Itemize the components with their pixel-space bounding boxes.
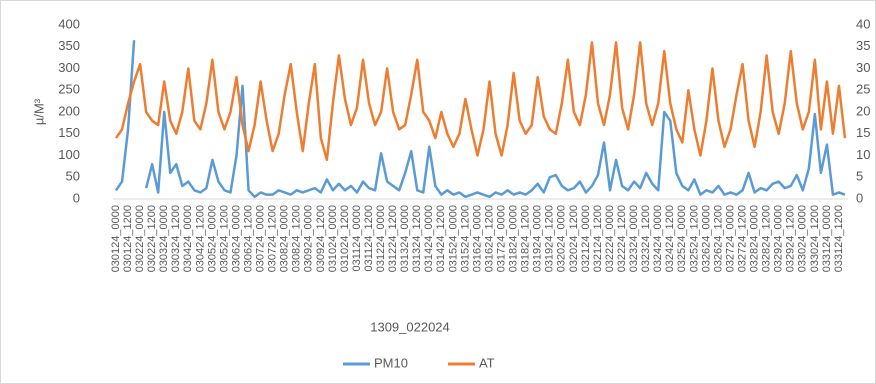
x-tick-label: 030224_1200 <box>146 205 158 272</box>
x-tick-label: 032924_0000 <box>773 205 785 272</box>
y2-tick-label: 0 <box>856 190 863 205</box>
x-tick-label: 032024_0000 <box>556 205 568 272</box>
x-tick-label: 030424_1200 <box>194 205 206 272</box>
x-tick-label: 031024_1200 <box>339 205 351 272</box>
x-tick-label: 031724_0000 <box>495 205 507 272</box>
x-tick-label: 030924_1200 <box>315 205 327 272</box>
x-tick-label: 032524_0000 <box>676 205 688 272</box>
x-tick-label: 031324_1200 <box>411 205 423 272</box>
x-tick-label: 030924_0000 <box>303 205 315 272</box>
x-tick-label: 030824_0000 <box>279 205 291 272</box>
x-tick-label: 030624_0000 <box>230 205 242 272</box>
x-tick-label: 032424_1200 <box>664 205 676 272</box>
x-tick-label: 032724_1200 <box>736 205 748 272</box>
y2-tick-label: 10 <box>856 147 870 162</box>
x-tick-label: 031324_0000 <box>399 205 411 272</box>
y2-tick-label: 5 <box>856 169 863 184</box>
x-tick-label: 031124_1200 <box>363 205 375 271</box>
x-tick-label: 030724_0000 <box>255 205 267 272</box>
x-tick-label: 030324_1200 <box>170 205 182 272</box>
x-tick-label: 032324_0000 <box>628 205 640 272</box>
x-tick-label: 033124_0000 <box>821 205 833 272</box>
x-tick-label: 031524_0000 <box>447 205 459 272</box>
x-tick-label: 033124_1200 <box>833 205 845 272</box>
x-tick-label: 032824_0000 <box>749 205 761 272</box>
y2-tick-label: 40 <box>856 16 870 31</box>
x-tick-label: 032024_1200 <box>568 205 580 272</box>
x-tick-label: 032124_1200 <box>592 205 604 272</box>
x-tick-label: 031024_0000 <box>327 205 339 272</box>
y-tick-label: 200 <box>58 103 80 118</box>
x-tick-label: 030124_0000 <box>110 205 122 272</box>
x-tick-label: 030324_0000 <box>158 205 170 272</box>
y-axis-title: µ/M³ <box>31 98 46 125</box>
series-line <box>114 40 846 199</box>
y-tick-label: 300 <box>58 60 80 75</box>
x-tick-label: 031424_1200 <box>435 205 447 272</box>
x-tick-label: 032624_0000 <box>700 205 712 272</box>
x-tick-label: 033024_0000 <box>797 205 809 272</box>
y2-tick-label: 35 <box>856 38 870 53</box>
x-tick-label: 032224_0000 <box>604 205 616 272</box>
x-tick-label: 032824_1200 <box>761 205 773 272</box>
x-tick-label: 032524_1200 <box>688 205 700 272</box>
x-tick-label: 031524_1200 <box>459 205 471 272</box>
y-tick-label: 0 <box>73 190 80 205</box>
x-tick-label: 031424_0000 <box>423 205 435 272</box>
legend-label: AT <box>479 355 495 370</box>
x-tick-label: 030524_0000 <box>206 205 218 272</box>
y-tick-label: 50 <box>66 169 80 184</box>
y-tick-label: 350 <box>58 38 80 53</box>
x-tick-label: 031924_0000 <box>532 205 544 272</box>
x-tick-label: 030724_1200 <box>267 205 279 272</box>
y-tick-label: 400 <box>58 16 80 31</box>
x-tick-label: 031124_0000 <box>351 205 363 271</box>
x-tick-label: 031824_0000 <box>508 205 520 272</box>
x-tick-label: 032724_0000 <box>724 205 736 272</box>
x-tick-label: 032424_0000 <box>652 205 664 272</box>
x-tick-label: 030624_1200 <box>242 205 254 272</box>
x-tick-label: 031224_1200 <box>387 205 399 272</box>
x-tick-label: 030824_1200 <box>291 205 303 272</box>
x-tick-label: 032324_1200 <box>640 205 652 272</box>
x-tick-label: 031624_1200 <box>483 205 495 272</box>
x-tick-label: 031824_1200 <box>520 205 532 272</box>
y-tick-label: 250 <box>58 82 80 97</box>
x-tick-label: 033024_1200 <box>809 205 821 272</box>
x-tick-label: 031924_1200 <box>544 205 556 272</box>
x-tick-label: 031624_0000 <box>471 205 483 272</box>
y2-tick-label: 15 <box>856 125 870 140</box>
legend-label: PM10 <box>374 355 408 370</box>
x-tick-label: 032624_1200 <box>712 205 724 272</box>
x-tick-label: 032924_1200 <box>785 205 797 272</box>
x-tick-label: 030424_0000 <box>182 205 194 272</box>
y-tick-label: 150 <box>58 125 80 140</box>
x-tick-label: 030524_1200 <box>218 205 230 272</box>
y-tick-label: 100 <box>58 147 80 162</box>
x-tick-label: 030124_1200 <box>122 205 134 272</box>
series-line <box>114 41 847 162</box>
x-tick-label: 032124_0000 <box>580 205 592 272</box>
x-tick-label: 031224_0000 <box>375 205 387 272</box>
x-tick-label: 032224_1200 <box>616 205 628 272</box>
x-tick-label: 030224_0000 <box>134 205 146 272</box>
y2-tick-label: 30 <box>856 60 870 75</box>
y2-tick-label: 20 <box>856 103 870 118</box>
x-axis-title: 1309_022024 <box>370 319 450 334</box>
y2-tick-label: 25 <box>856 82 870 97</box>
